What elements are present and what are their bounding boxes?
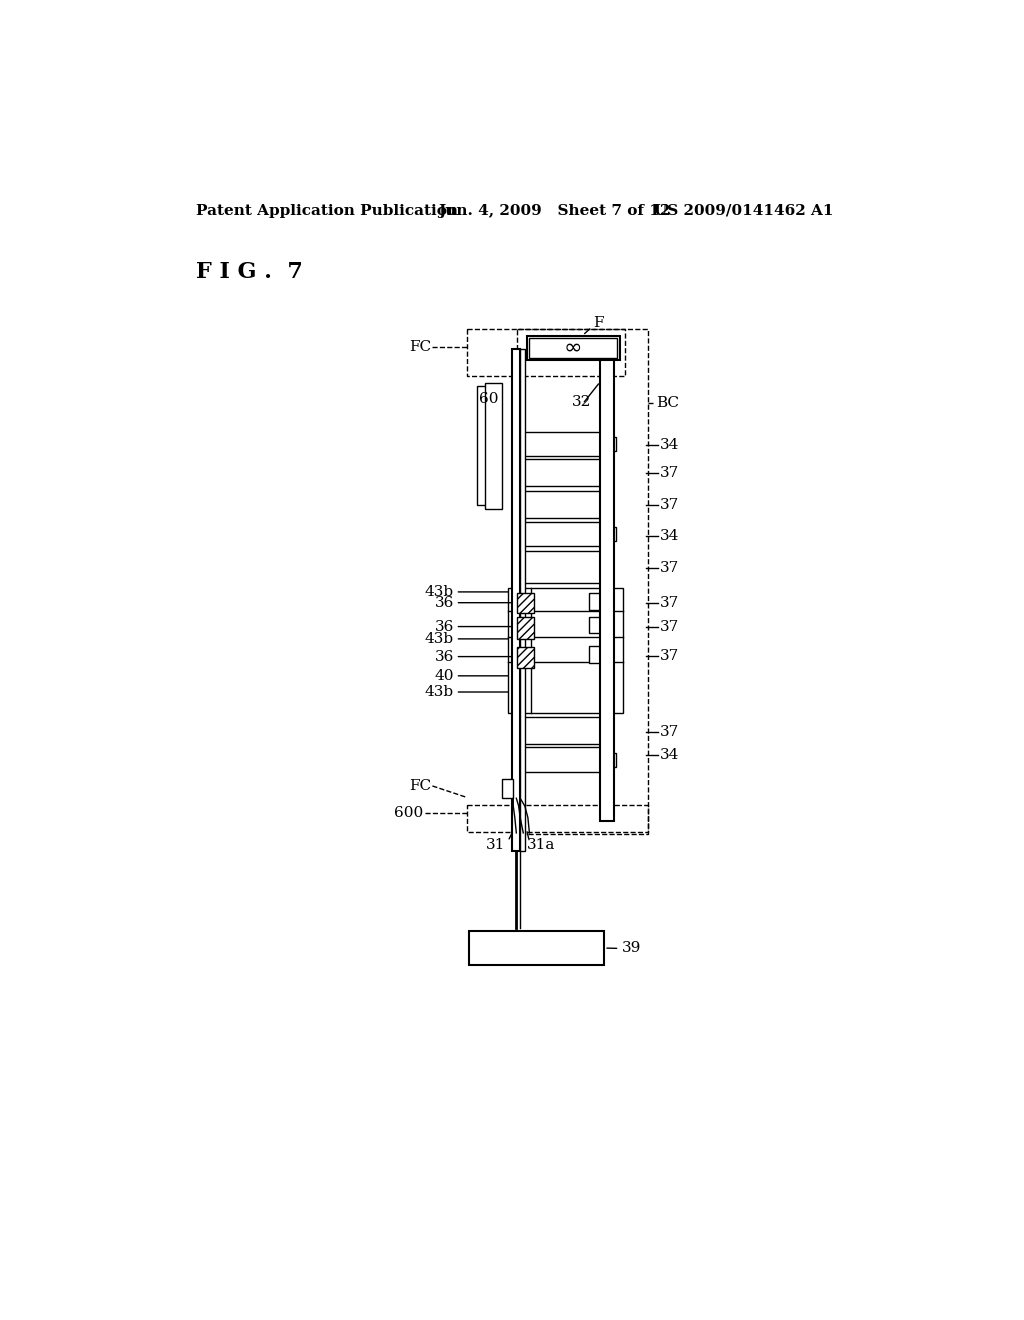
Bar xyxy=(503,779,513,799)
Text: 37: 37 xyxy=(659,725,679,739)
Bar xyxy=(477,385,500,506)
Text: 37: 37 xyxy=(659,619,679,634)
Bar xyxy=(517,330,648,834)
Text: 60: 60 xyxy=(479,392,499,407)
Bar xyxy=(467,805,648,832)
Bar xyxy=(608,752,615,767)
Bar xyxy=(590,645,603,663)
Bar xyxy=(600,465,608,479)
Bar xyxy=(600,723,608,738)
Text: 37: 37 xyxy=(659,595,679,610)
Bar xyxy=(512,350,520,851)
Text: 43b: 43b xyxy=(425,685,454,700)
Text: F: F xyxy=(593,317,604,330)
Text: Patent Application Publication: Patent Application Publication xyxy=(196,203,458,218)
Bar xyxy=(600,498,608,512)
Bar xyxy=(600,359,614,821)
Text: 37: 37 xyxy=(659,561,679,576)
Text: 34: 34 xyxy=(659,748,679,762)
Bar xyxy=(600,558,608,576)
Bar xyxy=(517,593,535,614)
Bar xyxy=(517,647,535,668)
Text: 40: 40 xyxy=(434,669,454,682)
Text: FC: FC xyxy=(409,341,431,354)
Text: 43b: 43b xyxy=(425,585,454,599)
Bar xyxy=(523,718,600,744)
Text: US 2009/0141462 A1: US 2009/0141462 A1 xyxy=(654,203,834,218)
Text: 31a: 31a xyxy=(527,837,555,851)
Text: F I G .  7: F I G . 7 xyxy=(196,261,303,284)
Text: Jun. 4, 2009   Sheet 7 of 12: Jun. 4, 2009 Sheet 7 of 12 xyxy=(438,203,671,218)
Bar xyxy=(469,931,604,965)
Bar xyxy=(523,521,608,546)
Bar xyxy=(523,491,600,517)
Bar xyxy=(508,589,624,713)
Text: BC: BC xyxy=(655,396,679,411)
Bar xyxy=(608,437,615,451)
Text: 37: 37 xyxy=(659,498,679,512)
Text: 600: 600 xyxy=(394,807,423,820)
Text: 34: 34 xyxy=(659,529,679,543)
Text: FC: FC xyxy=(409,779,431,793)
Text: 39: 39 xyxy=(622,941,641,956)
Text: 37: 37 xyxy=(659,466,679,479)
Bar xyxy=(590,594,603,610)
Text: 36: 36 xyxy=(434,619,454,634)
Bar xyxy=(523,459,600,486)
Text: 34: 34 xyxy=(659,438,679,451)
Text: 37: 37 xyxy=(659,649,679,663)
Text: 43b: 43b xyxy=(425,632,454,645)
Bar xyxy=(590,616,603,634)
Text: 36: 36 xyxy=(434,595,454,610)
Bar xyxy=(529,338,617,358)
Bar xyxy=(520,350,525,851)
Text: 32: 32 xyxy=(571,395,591,409)
Bar xyxy=(527,335,620,360)
Bar xyxy=(523,747,608,772)
Bar xyxy=(517,618,535,639)
Text: ∞: ∞ xyxy=(564,338,583,358)
Bar xyxy=(523,552,600,583)
Bar xyxy=(484,383,502,508)
Bar xyxy=(608,528,615,541)
Text: 31: 31 xyxy=(486,837,506,851)
Bar xyxy=(467,330,625,376)
Text: 36: 36 xyxy=(434,649,454,664)
Bar xyxy=(523,432,608,457)
